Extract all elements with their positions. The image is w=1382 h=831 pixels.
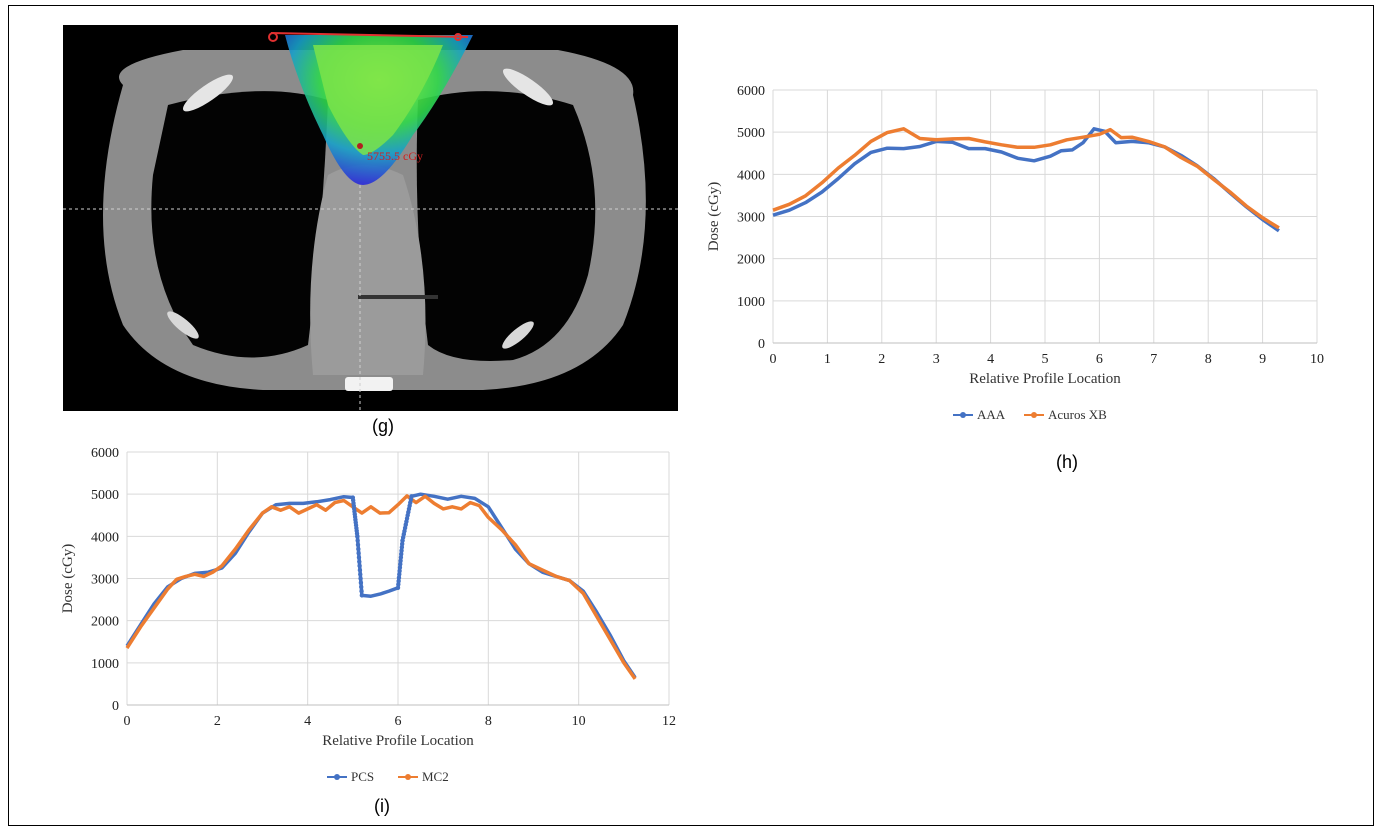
panel-label-h: (h)	[1056, 452, 1078, 472]
x-tick-label: 5	[1042, 352, 1049, 367]
dose-annotation: 5755.5 cGy	[367, 149, 423, 163]
ct-image: 5755.5 cGy	[63, 25, 678, 411]
legend-label: AAA	[977, 407, 1006, 422]
x-axis-label: Relative Profile Location	[322, 733, 474, 749]
y-tick-label: 6000	[91, 446, 119, 461]
x-tick-label: 7	[1150, 352, 1157, 367]
y-axis-label: Dose (cGy)	[706, 182, 722, 252]
pcs-point	[397, 565, 403, 570]
series-line-mc2	[125, 494, 637, 680]
pcs-point	[357, 567, 363, 573]
y-tick-label: 4000	[91, 530, 119, 545]
y-tick-label: 3000	[737, 211, 765, 226]
pcs-point	[395, 585, 401, 590]
chart-h: 0 1000 2000 3000 4000 5000 6000 0 1 2 3 4 5 6 7 8 9 10 Rel…	[706, 84, 1324, 422]
pcs-point	[356, 555, 362, 560]
pcs-point	[355, 534, 360, 539]
x-tick-label: 1	[824, 352, 831, 367]
x-tick-label: 10	[1310, 352, 1324, 367]
y-tick-label: 2000	[737, 253, 765, 268]
pcs-point	[397, 572, 402, 577]
pcs-point	[356, 551, 361, 556]
y-tick-label: 5000	[91, 488, 119, 503]
x-tick-label: 8	[1205, 352, 1212, 367]
pcs-point	[409, 494, 414, 499]
x-tick-label: 3	[933, 352, 940, 367]
y-tick-label: 1000	[737, 295, 765, 310]
y-tick-label: 2000	[91, 615, 119, 630]
x-tick-label: 8	[485, 714, 492, 729]
chart-i: 0 1000 2000 3000 4000 5000 6000 0 2 4 6 8 10 12 Relati…	[60, 446, 676, 784]
legend-marker	[405, 774, 411, 780]
ct-slice-graphic: 5755.5 cGy	[63, 32, 678, 411]
pcs-point	[358, 572, 363, 577]
series-line-acuros-xb	[772, 127, 1280, 230]
pcs-point	[399, 551, 404, 557]
legend-marker	[1031, 412, 1037, 418]
y-tick-label: 3000	[91, 573, 119, 588]
x-tick-label: 6	[395, 714, 402, 729]
x-axis-label: Relative Profile Location	[969, 371, 1121, 387]
y-tick-label: 1000	[91, 657, 119, 672]
x-tick-label: 2	[878, 352, 885, 367]
x-tick-label: 9	[1259, 352, 1266, 367]
pcs-point	[358, 576, 363, 581]
legend-marker	[960, 412, 966, 418]
x-tick-label: 2	[214, 714, 221, 729]
pcs-point	[396, 578, 401, 584]
x-tick-label: 12	[662, 714, 676, 729]
pcs-point	[357, 559, 362, 564]
pcs-point	[398, 558, 403, 563]
x-tick-label: 4	[304, 714, 311, 729]
y-tick-label: 4000	[737, 168, 765, 183]
series-line-pcs	[125, 492, 637, 679]
pcs-point	[355, 538, 360, 543]
x-tick-label: 4	[987, 352, 994, 367]
y-axis-label: Dose (cGy)	[60, 544, 76, 614]
legend-label: MC2	[422, 769, 449, 784]
y-tick-label: 6000	[737, 84, 765, 99]
x-tick-label: 0	[124, 714, 131, 729]
pcs-point	[398, 561, 403, 567]
x-tick-label: 0	[770, 352, 777, 367]
pcs-point	[358, 580, 364, 585]
pcs-point	[359, 593, 365, 598]
pcs-point	[396, 575, 402, 580]
pcs-point	[359, 584, 364, 590]
pcs-point	[396, 582, 401, 587]
pcs-point	[356, 546, 361, 552]
pcs-point	[399, 545, 405, 550]
series-line-aaa	[772, 127, 1280, 233]
pcs-point	[357, 563, 362, 569]
panel-label-g: (g)	[372, 416, 394, 436]
x-tick-label: 6	[1096, 352, 1103, 367]
pcs-point	[399, 548, 404, 553]
legend-label: PCS	[351, 769, 374, 784]
pcs-point	[399, 541, 405, 547]
panel-label-i: (i)	[374, 796, 390, 816]
pcs-point	[355, 542, 361, 547]
legend-marker	[334, 774, 340, 780]
pcs-point	[398, 555, 404, 560]
pcs-point	[359, 588, 364, 594]
y-tick-label: 5000	[737, 126, 765, 141]
figure-frame	[8, 5, 1374, 826]
pcs-point	[397, 568, 402, 574]
y-tick-label: 0	[758, 337, 765, 352]
legend-label: Acuros XB	[1048, 407, 1107, 422]
y-tick-label: 0	[112, 699, 119, 714]
x-tick-label: 10	[572, 714, 586, 729]
